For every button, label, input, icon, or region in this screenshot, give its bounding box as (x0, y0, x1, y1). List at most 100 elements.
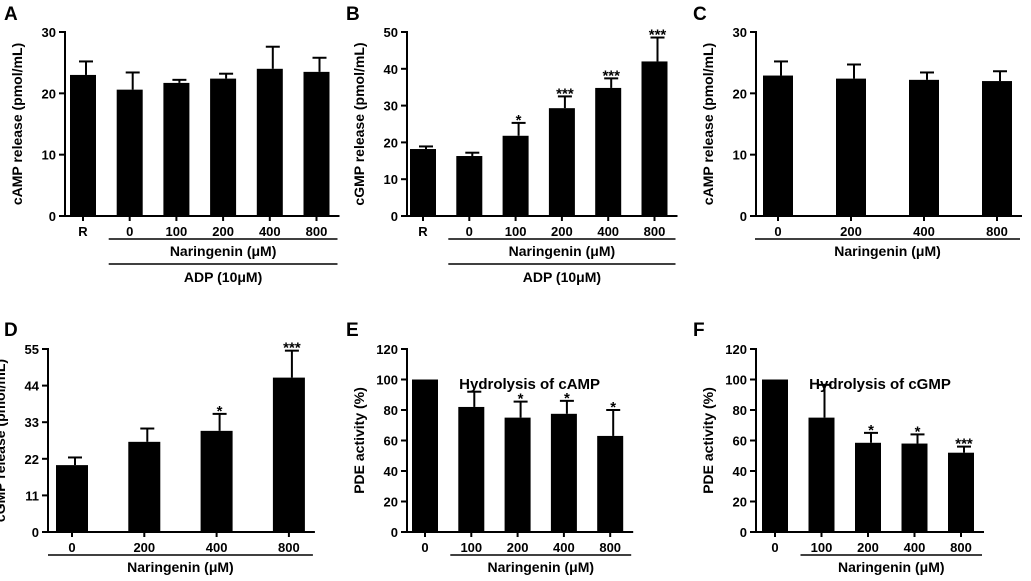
group-label: Naringenin (μM) (170, 243, 277, 259)
y-axis-label: cGMP release (pmol/mL) (351, 42, 367, 205)
significance-label: * (610, 399, 616, 416)
bar (808, 417, 835, 532)
panel-letter: D (4, 320, 18, 341)
y-tick-label: 44 (25, 379, 40, 394)
chart-title: Hydrolysis of cAMP (459, 376, 600, 393)
significance-label: *** (649, 27, 667, 44)
y-tick-label: 10 (384, 172, 398, 187)
y-tick-label: 0 (32, 525, 39, 540)
significance-label: *** (602, 67, 620, 84)
group-label: ADP (10μM) (523, 269, 601, 285)
bar (901, 443, 928, 532)
x-tick-label: 800 (599, 540, 621, 555)
y-tick-label: 20 (384, 135, 398, 150)
y-tick-label: 0 (391, 209, 398, 224)
x-tick-label: 0 (126, 224, 133, 239)
bar (410, 149, 436, 216)
x-tick-label: 400 (904, 540, 926, 555)
bar (502, 135, 529, 216)
x-tick-label: 400 (259, 224, 281, 239)
bar (210, 78, 237, 216)
y-tick-label: 22 (25, 452, 39, 467)
bar (163, 82, 190, 216)
y-axis-label: cGMP release (pmol/mL) (0, 359, 8, 522)
group-label: Naringenin (μM) (834, 243, 941, 259)
y-tick-label: 120 (376, 342, 398, 357)
y-axis-label: PDE activity (%) (351, 387, 367, 494)
bar (836, 78, 866, 216)
x-tick-label: 200 (551, 224, 573, 239)
bar (70, 74, 96, 216)
panel-letter: C (693, 4, 707, 25)
y-tick-label: 40 (384, 62, 398, 77)
y-axis-label: cAMP release (pmol/mL) (9, 43, 25, 205)
x-tick-label: 100 (166, 224, 188, 239)
group-label: Naringenin (μM) (509, 243, 616, 259)
bar (595, 87, 622, 216)
x-tick-label: 400 (597, 224, 619, 239)
y-tick-label: 30 (384, 99, 398, 114)
panel-letter: E (346, 320, 359, 341)
y-tick-label: 120 (725, 342, 747, 357)
y-tick-label: 40 (384, 464, 398, 479)
y-tick-label: 30 (42, 25, 56, 40)
x-tick-label: 0 (421, 540, 428, 555)
x-tick-label: 400 (206, 540, 228, 555)
x-tick-label: 200 (507, 540, 529, 555)
x-tick-label: 100 (505, 224, 527, 239)
y-tick-label: 20 (733, 495, 747, 510)
bar (982, 81, 1012, 216)
bar (504, 417, 531, 532)
y-tick-label: 0 (49, 209, 56, 224)
significance-label: * (915, 423, 921, 440)
bar (548, 108, 575, 216)
significance-label: * (564, 390, 570, 407)
x-tick-label: 800 (950, 540, 972, 555)
x-tick-label: 0 (774, 224, 781, 239)
x-tick-label: R (418, 224, 428, 239)
x-tick-label: 400 (913, 224, 935, 239)
group-label: Naringenin (μM) (838, 559, 945, 575)
y-tick-label: 11 (25, 488, 39, 503)
significance-label: * (518, 391, 524, 408)
y-tick-label: 50 (384, 25, 398, 40)
bar (200, 430, 233, 532)
x-tick-label: 200 (133, 540, 155, 555)
x-tick-label: 200 (857, 540, 879, 555)
y-tick-label: 33 (25, 415, 39, 430)
panel-f: F Hydrolysis of cGMP PDE activity (%) 0 20 40… (693, 320, 984, 575)
panel-letter: F (693, 320, 705, 341)
x-tick-label: 400 (553, 540, 575, 555)
group-label: Naringenin (μM) (127, 559, 234, 575)
y-axis-label: cAMP release (pmol/mL) (700, 43, 716, 205)
bar (128, 441, 161, 532)
bar (948, 452, 974, 532)
y-tick-label: 60 (733, 434, 747, 449)
significance-label: * (516, 112, 522, 129)
significance-label: *** (556, 85, 574, 102)
y-tick-label: 100 (725, 373, 747, 388)
bar (762, 379, 788, 532)
significance-label: * (868, 422, 874, 439)
y-tick-label: 100 (376, 373, 398, 388)
y-tick-label: 60 (384, 434, 398, 449)
panel-letter: A (4, 4, 18, 25)
x-tick-label: 800 (644, 224, 666, 239)
y-tick-label: 0 (740, 209, 747, 224)
bar (597, 435, 624, 532)
y-tick-label: 0 (391, 525, 398, 540)
bar (272, 377, 305, 532)
bar (909, 79, 939, 216)
y-tick-label: 30 (733, 25, 747, 40)
group-label: ADP (10μM) (184, 269, 262, 285)
group-label: Naringenin (μM) (487, 559, 594, 575)
x-tick-label: 200 (212, 224, 234, 239)
x-tick-label: 0 (771, 540, 778, 555)
bar (56, 465, 88, 532)
x-tick-label: 100 (811, 540, 833, 555)
bar (458, 406, 485, 532)
bar (855, 442, 881, 532)
